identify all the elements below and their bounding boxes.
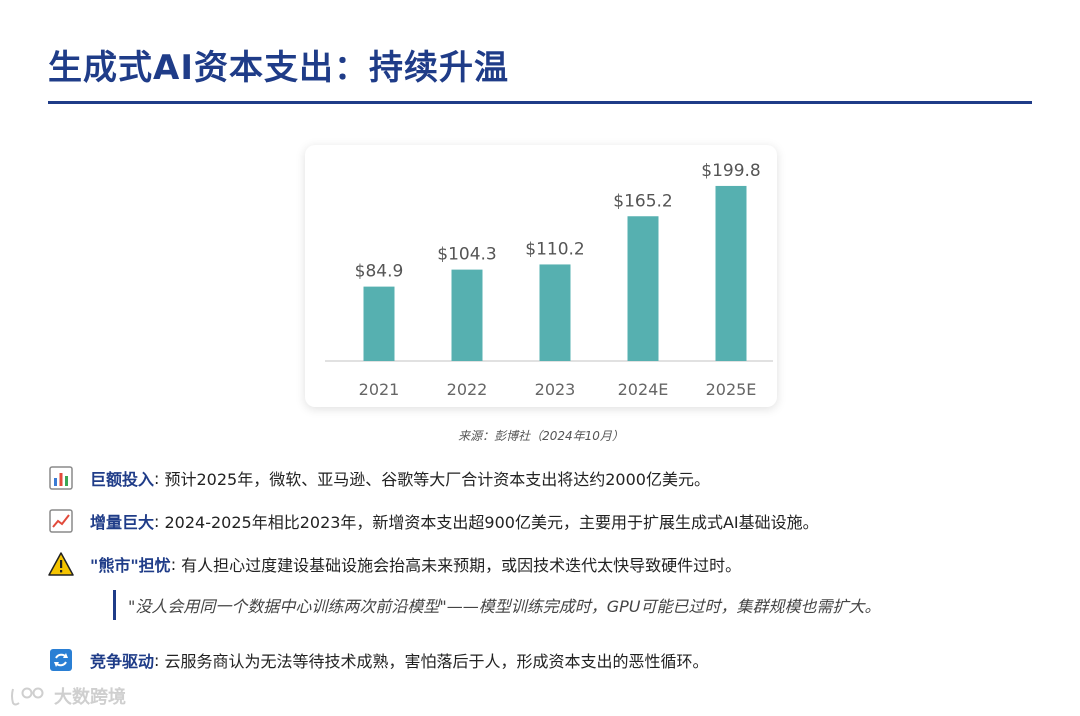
bullet-text: 云服务商认为无法等待技术成熟，害怕落后于人，形成资本支出的恶性循环。	[164, 652, 709, 671]
x-tick-2022: 2022	[447, 380, 488, 399]
chart-card: $84.9 2021 $104.3 2022 $110.2 2023 $165.2 2024E…	[305, 145, 777, 407]
x-tick-2023: 2023	[535, 380, 576, 399]
data-label-2022: $104.3	[437, 245, 496, 265]
watermark: 大数跨境	[10, 683, 126, 709]
bullet-text: 2024-2025年相比2023年，新增资本支出超900亿美元，主要用于扩展生成…	[164, 513, 819, 532]
bar-2025E	[715, 185, 747, 361]
page-title: 生成式AI资本支出：持续升温	[48, 48, 509, 88]
title-divider	[48, 101, 1032, 104]
bullet-key: 增量巨大	[90, 513, 155, 532]
bullet-text: 预计2025年，微软、亚马逊、谷歌等大厂合计资本支出将达约2000亿美元。	[164, 470, 710, 489]
bullet-big-increment: 增量巨大: 2024-2025年相比2023年，新增资本支出超900亿美元，主要…	[48, 508, 819, 534]
data-label-2024E: $165.2	[613, 191, 672, 211]
bar-2024E	[627, 216, 659, 361]
warning-icon	[48, 551, 74, 577]
watermark-logo-icon	[11, 687, 44, 706]
bar-2021	[363, 286, 395, 361]
x-tick-2024E: 2024E	[618, 380, 669, 399]
chart-source: 来源：彭博社（2024年10月）	[458, 429, 624, 443]
capex-bar-chart: $84.9 2021 $104.3 2022 $110.2 2023 $165.2 2024E…	[325, 161, 773, 399]
quote-block: "没人会用同一个数据中心训练两次前沿模型"——模型训练完成时，GPU可能已过时，…	[113, 590, 880, 620]
cycle-icon	[48, 647, 74, 673]
data-label-2025E: $199.8	[701, 161, 760, 181]
bullet-key: "熊市"担忧	[90, 556, 171, 575]
bullet-huge-investment: 巨额投入: 预计2025年，微软、亚马逊、谷歌等大厂合计资本支出将达约2000亿…	[48, 465, 710, 491]
bullet-competition: 竞争驱动: 云服务商认为无法等待技术成熟，害怕落后于人，形成资本支出的恶性循环。	[48, 647, 709, 673]
watermark-text: 大数跨境	[54, 687, 126, 708]
data-label-2021: $84.9	[355, 262, 404, 282]
data-label-2023: $110.2	[525, 239, 584, 259]
x-tick-2025E: 2025E	[706, 380, 757, 399]
x-tick-2021: 2021	[359, 380, 400, 399]
bullet-key: 巨额投入	[90, 470, 155, 489]
trend-up-icon	[48, 508, 74, 534]
bar-chart-icon	[48, 465, 74, 491]
bullet-key: 竞争驱动	[90, 652, 155, 671]
bullet-bear-worry: "熊市"担忧: 有人担心过度建设基础设施会抬高未来预期，或因技术迭代太快导致硬件…	[48, 551, 741, 577]
bar-2023	[539, 264, 571, 361]
bar-2022	[451, 269, 483, 361]
bullet-text: 有人担心过度建设基础设施会抬高未来预期，或因技术迭代太快导致硬件过时。	[181, 556, 742, 575]
